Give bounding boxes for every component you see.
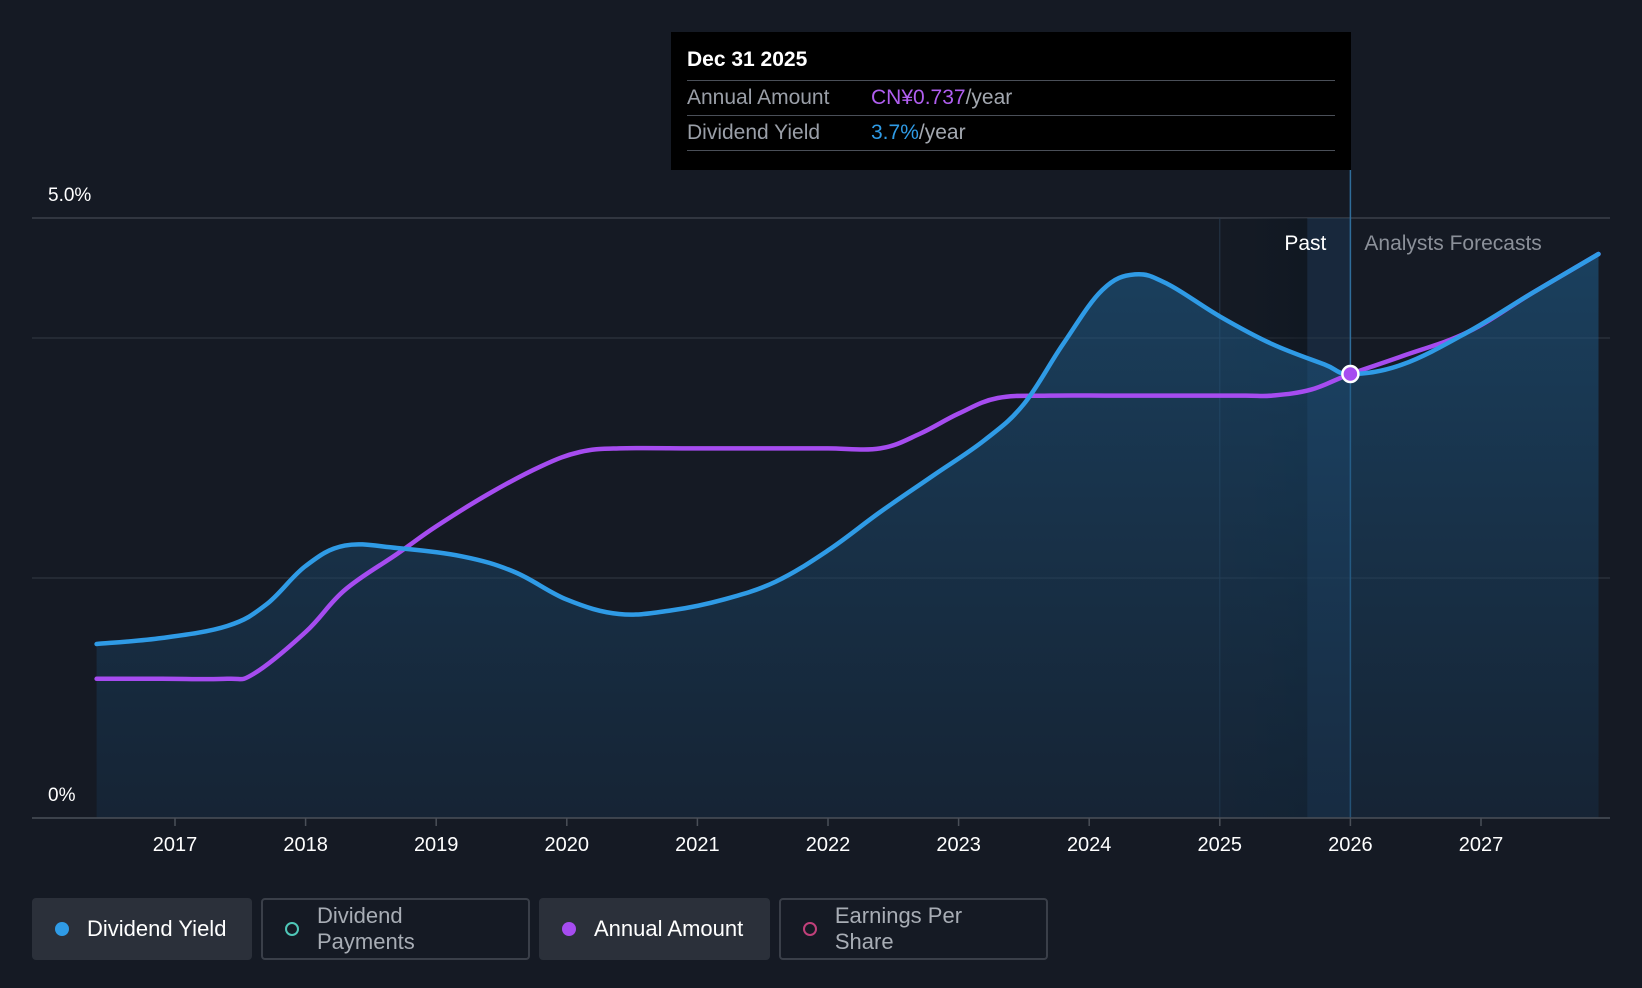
x-tick-label: 2027 — [1459, 834, 1504, 856]
legend-label: Earnings Per Share — [834, 903, 963, 954]
dividend-yield-line — [94, 251, 1601, 647]
y-axis-label-bottom: 0% — [48, 785, 76, 806]
legend-ring-icon — [285, 922, 299, 936]
past-label: Past — [1284, 232, 1326, 255]
tooltip-value: CN¥0.737 — [871, 86, 966, 109]
x-tick-label: 2018 — [283, 834, 328, 856]
x-tick-label: 2024 — [1067, 834, 1112, 856]
highlight-point — [1341, 364, 1360, 384]
x-axis: 2017 2018 2019 2020 2021 2022 2023 2024 2025 2026… — [32, 817, 1610, 856]
legend-dot-icon — [55, 922, 69, 936]
annual-amount-line — [94, 251, 1601, 682]
chart-legend: Dividend Yield Dividend Payments Annual … — [32, 898, 1048, 960]
x-tick-label: 2022 — [806, 834, 851, 856]
x-tick-label: 2025 — [1198, 834, 1243, 856]
tooltip-label: Annual Amount — [687, 86, 830, 109]
legend-label: Annual Amount — [594, 916, 744, 941]
forecast-label: Analysts Forecasts — [1364, 232, 1541, 255]
chart-labels: 5.0% 0% Past Analysts Forecasts — [48, 185, 1542, 806]
tooltip-label: Dividend Yield — [687, 121, 821, 144]
legend-ring-icon — [803, 922, 817, 936]
tooltip-unit: /year — [918, 121, 966, 144]
legend-annual-amount-button[interactable]: Annual Amount — [539, 898, 770, 960]
x-tick-label: 2017 — [153, 834, 198, 856]
chart-tooltip: Dec 31 2025 Annual Amount CN¥0.737 /year… — [671, 32, 1351, 170]
tooltip-unit: /year — [965, 86, 1013, 109]
x-tick-label: 2023 — [936, 834, 981, 856]
legend-label: Dividend Yield — [87, 916, 227, 941]
legend-dividend-payments-button[interactable]: Dividend Payments — [261, 898, 530, 960]
y-axis-label-top: 5.0% — [48, 185, 91, 206]
legend-label: Dividend Payments — [316, 903, 415, 954]
tooltip-value: 3.7% — [871, 121, 919, 144]
legend-earnings-per-share-button[interactable]: Earnings Per Share — [779, 898, 1048, 960]
tooltip-row-annual-amount: Annual Amount CN¥0.737 /year — [687, 81, 1335, 116]
x-tick-label: 2020 — [545, 834, 590, 856]
series-lines — [94, 251, 1601, 682]
legend-dividend-yield-button[interactable]: Dividend Yield — [32, 898, 252, 960]
tooltip-date: Dec 31 2025 — [687, 46, 1335, 81]
highlight-points — [1341, 364, 1360, 384]
x-tick-label: 2021 — [675, 834, 720, 856]
x-tick-label: 2026 — [1328, 834, 1373, 856]
legend-dot-icon — [562, 922, 576, 936]
tooltip-row-dividend-yield: Dividend Yield 3.7% /year — [687, 116, 1335, 151]
x-tick-label: 2019 — [414, 834, 459, 856]
